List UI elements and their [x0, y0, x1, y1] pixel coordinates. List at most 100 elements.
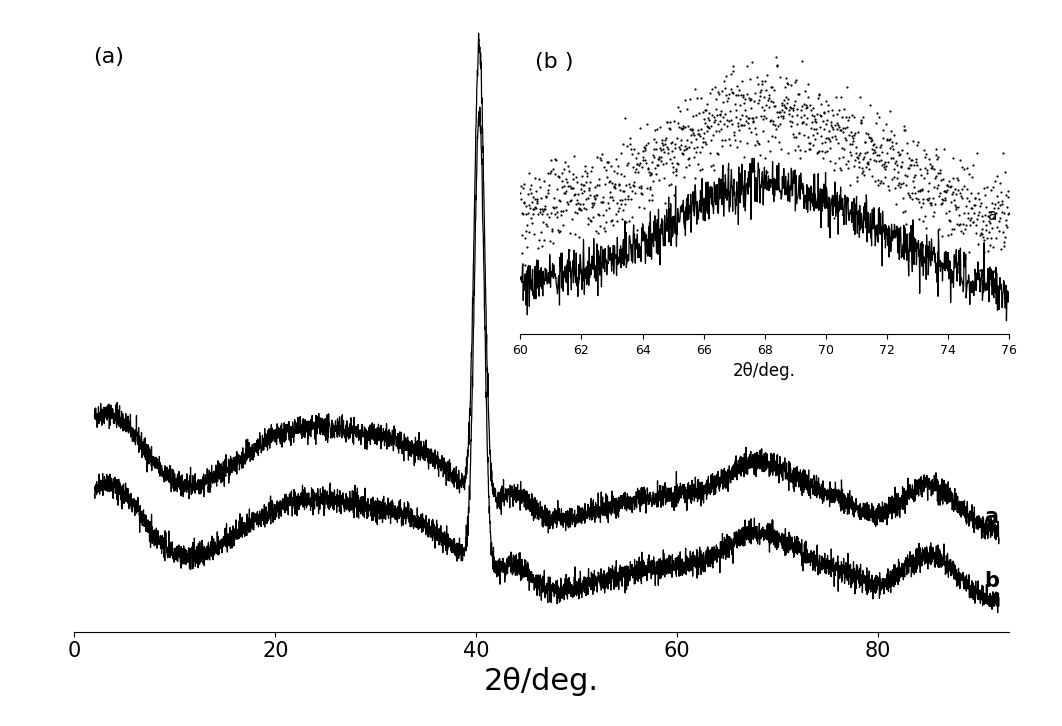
Point [690, 128, 707, 139]
Point [744, 115, 761, 126]
Point [605, 182, 622, 193]
Point [733, 89, 750, 100]
Point [825, 165, 842, 176]
Point [875, 161, 892, 173]
Point [827, 133, 844, 144]
Point [539, 187, 556, 199]
Point [631, 159, 648, 171]
Point [833, 164, 850, 176]
Point [795, 129, 812, 141]
Point [978, 201, 995, 213]
Point [688, 142, 705, 153]
Point [860, 163, 877, 175]
Point [571, 203, 588, 215]
Point [601, 191, 618, 203]
Point [531, 174, 548, 185]
Point [849, 151, 866, 163]
Point [891, 181, 908, 192]
Point [998, 221, 1015, 232]
Point [841, 138, 858, 150]
Point [558, 173, 575, 184]
Point [701, 107, 718, 119]
Point [828, 118, 845, 129]
Point [527, 201, 544, 213]
Point [715, 76, 732, 87]
Point [867, 175, 884, 187]
Point [948, 172, 965, 184]
Point [628, 152, 645, 164]
Point [949, 201, 966, 213]
Point [784, 129, 801, 140]
Point [637, 157, 654, 168]
Point [966, 199, 983, 211]
Point [626, 180, 643, 192]
Point [703, 121, 720, 132]
Point [680, 153, 697, 165]
Point [668, 163, 685, 175]
Point [939, 179, 956, 191]
Point [998, 213, 1015, 225]
Point [785, 104, 802, 115]
Point [576, 179, 593, 191]
Point [665, 166, 682, 178]
Point [744, 116, 761, 128]
Point [873, 155, 890, 166]
Point [563, 183, 580, 195]
Point [917, 162, 933, 174]
Point [661, 179, 678, 191]
Point [586, 181, 603, 192]
Point [994, 226, 1011, 237]
Point [692, 147, 709, 158]
Text: b: b [988, 269, 997, 283]
Point [995, 237, 1012, 248]
Point [738, 60, 755, 72]
Point [671, 105, 688, 117]
Point [634, 188, 651, 200]
Point [939, 184, 956, 196]
Point [708, 110, 725, 121]
Point [856, 151, 873, 163]
Point [918, 149, 935, 160]
Point [662, 123, 679, 135]
Point [849, 175, 866, 187]
Point [933, 197, 950, 209]
Point [888, 160, 905, 171]
Point [808, 127, 825, 139]
Point [941, 215, 958, 227]
Point [632, 122, 649, 134]
Point [752, 150, 769, 161]
Point [980, 206, 997, 218]
Point [921, 177, 938, 189]
Point [813, 110, 830, 122]
Point [900, 162, 917, 174]
Point [991, 213, 1008, 224]
Point [704, 83, 721, 94]
Point [809, 109, 826, 121]
Point [991, 215, 1008, 227]
Point [674, 149, 691, 160]
Point [528, 202, 545, 213]
Point [790, 127, 807, 139]
Point [537, 192, 554, 203]
Point [901, 189, 918, 200]
Point [869, 150, 886, 161]
Point [671, 143, 688, 155]
Point [573, 178, 590, 189]
Point [695, 132, 712, 144]
Point [776, 101, 793, 113]
Point [730, 118, 747, 129]
Point [953, 225, 970, 237]
Point [590, 173, 607, 184]
Point [519, 188, 536, 200]
Point [601, 203, 618, 214]
Point [857, 136, 874, 147]
Point [830, 104, 847, 115]
Point [697, 105, 714, 116]
Point [699, 125, 716, 136]
Point [946, 199, 963, 211]
Point [971, 206, 988, 218]
Point [864, 139, 881, 151]
Point [969, 147, 986, 158]
Point [609, 167, 626, 179]
Point [706, 81, 723, 93]
